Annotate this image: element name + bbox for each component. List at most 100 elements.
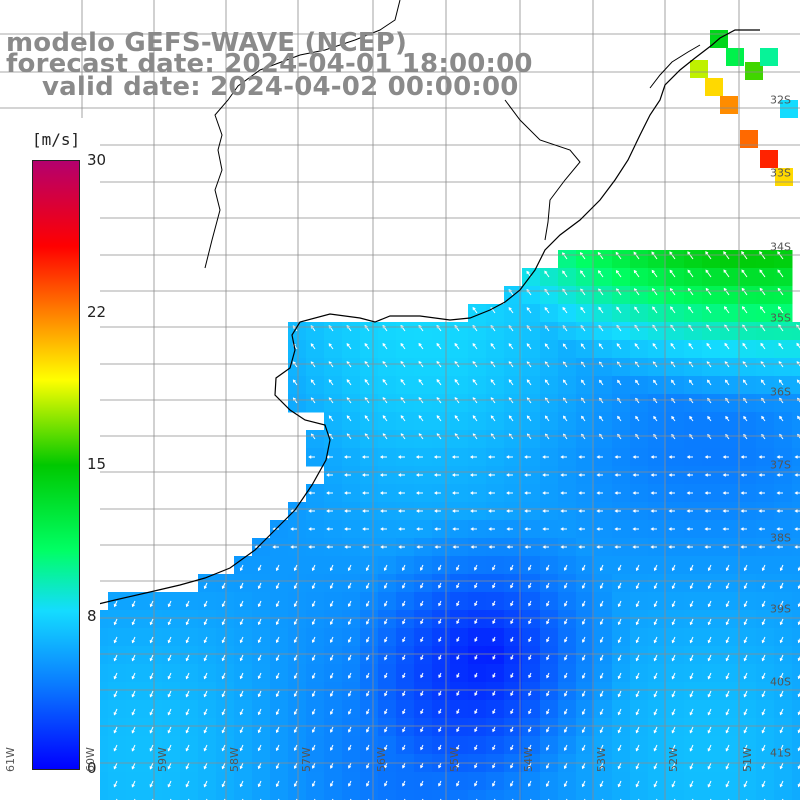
wind-arrow-head — [366, 711, 370, 715]
wind-arrow-head — [635, 712, 639, 716]
wind-arrow — [526, 307, 532, 314]
wind-arrow — [670, 343, 676, 350]
wind-arrow-head — [796, 342, 800, 347]
wind-arrow-head — [617, 711, 621, 716]
wind-speed-cell — [306, 520, 325, 539]
wind-arrow — [346, 343, 352, 350]
wind-speed-cell — [522, 304, 541, 323]
wind-speed-cell — [666, 520, 685, 539]
wind-arrow — [744, 600, 748, 607]
wind-speed-cell — [396, 790, 415, 800]
wind-arrow-head — [131, 766, 135, 770]
wind-arrow-head — [562, 379, 566, 383]
wind-arrow-head — [578, 473, 582, 477]
wind-arrow — [563, 379, 568, 386]
wind-arrow — [616, 307, 622, 314]
wind-arrow-head — [776, 527, 780, 531]
wind-arrow — [708, 618, 712, 625]
wind-speed-cell — [504, 394, 523, 413]
wind-arrow-head — [725, 603, 729, 608]
wind-arrow — [723, 251, 730, 260]
wind-arrow-head — [311, 567, 315, 572]
wind-speed-cell — [792, 394, 800, 413]
wind-speed-cell — [684, 484, 703, 503]
wind-speed-cell — [666, 268, 685, 287]
wind-arrow-head — [740, 545, 744, 549]
wind-arrow — [707, 780, 712, 787]
wind-arrow-head — [310, 343, 314, 347]
wind-speed-cell — [468, 358, 487, 377]
wind-arrow-head — [456, 692, 460, 697]
wind-speed-cell — [738, 394, 757, 413]
wind-speed-cell — [612, 286, 631, 305]
wind-arrow — [204, 708, 208, 715]
wind-arrow — [185, 708, 190, 715]
wind-arrow-head — [564, 675, 568, 679]
wind-arrow — [743, 780, 748, 787]
wind-arrow — [723, 288, 730, 296]
wind-arrow-head — [650, 455, 655, 459]
wind-arrow-head — [328, 361, 332, 365]
wind-speed-cell — [792, 430, 800, 449]
wind-speed-cell — [450, 340, 469, 359]
wind-arrow-head — [688, 342, 692, 347]
wind-arrow-head — [474, 638, 478, 642]
wind-arrow-head — [293, 783, 297, 788]
wind-arrow — [400, 325, 406, 332]
wind-arrow — [671, 780, 676, 787]
wind-arrow — [114, 636, 118, 643]
wind-arrow-head — [203, 784, 207, 788]
wind-arrow-head — [398, 509, 402, 513]
wind-arrow-head — [418, 397, 422, 401]
wind-arrow-head — [488, 527, 492, 531]
wind-speed-cell — [342, 502, 361, 521]
wind-arrow-head — [487, 455, 492, 459]
wind-speed-cell — [702, 430, 721, 449]
wind-speed-cell — [342, 790, 361, 800]
wind-arrow — [780, 780, 784, 787]
wind-arrow — [760, 361, 766, 368]
wind-arrow-head — [326, 509, 330, 513]
wind-speed-cell — [522, 340, 541, 359]
wind-speed-cell — [684, 268, 703, 287]
wind-arrow-head — [347, 657, 352, 661]
wind-arrow — [723, 269, 730, 278]
wind-arrow-head — [506, 527, 510, 531]
wind-arrow-head — [707, 415, 711, 420]
wind-arrow — [167, 744, 172, 751]
wind-arrow — [600, 780, 604, 787]
wind-arrow-head — [653, 415, 657, 420]
wind-speed-cell — [504, 304, 523, 323]
wind-arrow-head — [221, 657, 225, 662]
wind-arrow — [634, 343, 640, 350]
wind-speed-cell — [468, 394, 487, 413]
wind-speed-cell — [648, 412, 667, 431]
wind-arrow-head — [470, 545, 474, 549]
wind-speed-cell — [486, 304, 505, 323]
wind-arrow-head — [456, 567, 460, 571]
wind-arrow-head — [526, 379, 530, 383]
wind-arrow-head — [239, 747, 243, 752]
wind-speed-cell — [522, 520, 541, 539]
wind-arrow-head — [149, 730, 153, 734]
wind-speed-cell — [756, 340, 775, 359]
wind-speed-cell — [684, 412, 703, 431]
wind-arrow-head — [743, 621, 747, 626]
wind-speed-cell — [414, 376, 433, 395]
wind-arrow-head — [456, 728, 460, 733]
wind-arrow — [636, 600, 640, 607]
wind-arrow-head — [671, 585, 675, 590]
wind-arrow-head — [725, 748, 729, 752]
wind-arrow-head — [545, 765, 550, 769]
wind-arrow-head — [275, 567, 279, 572]
wind-arrow-head — [398, 491, 402, 495]
wind-arrow — [436, 397, 442, 404]
wind-arrow-head — [741, 269, 745, 273]
wind-speed-cell — [792, 574, 800, 593]
wind-arrow-head — [671, 603, 675, 608]
wind-arrow-head — [686, 509, 690, 513]
wind-arrow — [186, 672, 190, 679]
wind-arrow — [600, 708, 604, 715]
latitude-label: 36S — [770, 385, 791, 399]
wind-arrow-head — [438, 728, 442, 733]
